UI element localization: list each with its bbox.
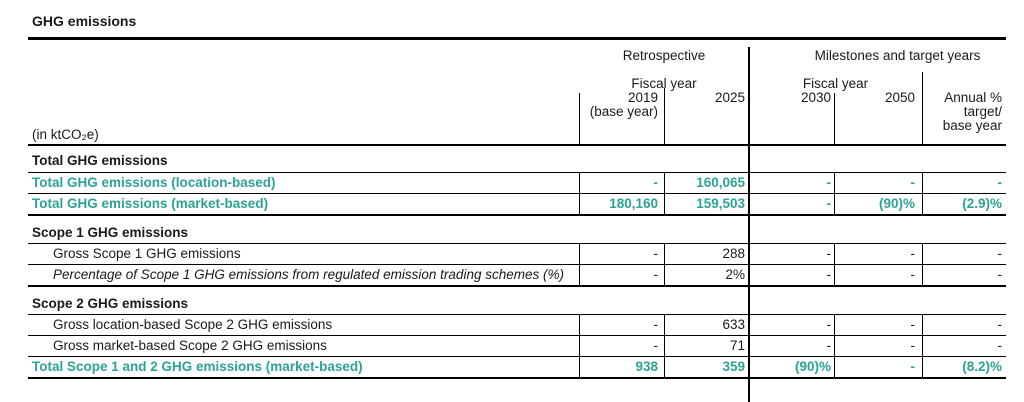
cell-2019: - [579, 244, 664, 264]
cell-2025: 633 [664, 315, 749, 335]
table-row-scope1-ets-percentage: Percentage of Scope 1 GHG emissions from… [28, 265, 1006, 287]
page-title: GHG emissions [32, 13, 137, 29]
cell-annual-target: - [922, 244, 1006, 264]
section-header-total-ghg: Total GHG emissions [28, 146, 1006, 173]
column-header-2025: 2025 [714, 90, 745, 105]
row-label: Total GHG emissions (location-based) [32, 175, 276, 190]
row-label: Total GHG emissions (market-based) [32, 196, 269, 211]
retrospective-milestones-divider [748, 47, 750, 402]
header-rule-2019-2025 [664, 88, 665, 144]
annual-target-line1: Annual % [944, 90, 1002, 105]
column-header-annual-target: Annual % target/ base year [922, 91, 1006, 133]
column-group-milestones: Milestones and target years [814, 48, 981, 63]
table-row-total-scope1-2-market: Total Scope 1 and 2 GHG emissions (marke… [28, 357, 1006, 379]
cell-2030: - [826, 246, 832, 261]
cell-2019: - [579, 336, 664, 356]
row-label: Gross location-based Scope 2 GHG emissio… [53, 317, 333, 332]
annual-target-line3: base year [942, 118, 1002, 133]
table-header: Retrospective Milestones and target year… [28, 40, 1006, 146]
ghg-emissions-table: Retrospective Milestones and target year… [28, 37, 1006, 402]
column-group-retrospective: Retrospective [622, 48, 706, 63]
header-rule-2019-left [579, 93, 580, 144]
cell-2025: 159,503 [664, 194, 749, 214]
cell-2019: - [579, 173, 664, 193]
cell-annual-target: - [922, 265, 1006, 285]
table-row-total-market-based: Total GHG emissions (market-based) 180,1… [28, 194, 1006, 216]
cell-2050: - [834, 265, 922, 285]
cell-2050: - [834, 173, 922, 193]
header-rule-2030-2050 [834, 93, 835, 144]
column-header-2050: 2050 [884, 90, 915, 105]
cell-2030: - [826, 267, 832, 282]
column-header-2019-baseyear: (base year) [589, 104, 658, 119]
row-label: Gross market-based Scope 2 GHG emissions [53, 338, 327, 353]
cell-2019: 938 [579, 357, 664, 377]
annual-target-line2: target/ [963, 104, 1002, 119]
cell-2019: - [579, 315, 664, 335]
table-row-gross-location-scope2: Gross location-based Scope 2 GHG emissio… [28, 315, 1006, 336]
fiscal-year-label-right: Fiscal year [802, 76, 869, 91]
cell-2030: - [826, 175, 832, 190]
table-row-total-location-based: Total GHG emissions (location-based) - 1… [28, 173, 1006, 194]
cell-annual-target: (2.9)% [922, 194, 1006, 214]
cell-2030: - [826, 338, 832, 353]
cell-annual-target: - [922, 173, 1006, 193]
cell-2025: 160,065 [664, 173, 749, 193]
cell-2025: 359 [664, 357, 749, 377]
cell-2050: - [834, 357, 922, 377]
fiscal-year-label-left: Fiscal year [631, 76, 697, 91]
cell-annual-target: - [922, 336, 1006, 356]
row-label: Total Scope 1 and 2 GHG emissions (marke… [32, 359, 363, 374]
cell-2019: 180,160 [579, 194, 664, 214]
section-header-scope1: Scope 1 GHG emissions [28, 225, 1006, 244]
cell-2030: - [826, 317, 832, 332]
cell-2030: (90)% [794, 359, 831, 374]
cell-2025: 71 [664, 336, 749, 356]
table-row-gross-market-scope2: Gross market-based Scope 2 GHG emissions… [28, 336, 1006, 357]
row-label: Percentage of Scope 1 GHG emissions from… [53, 267, 564, 282]
header-rule-2050-annual [922, 72, 923, 144]
cell-2025: 2% [664, 265, 749, 285]
section-header-scope2: Scope 2 GHG emissions [28, 296, 1006, 315]
column-header-2019: 2019 (base year) [579, 91, 664, 119]
column-header-2019-year: 2019 [627, 90, 658, 105]
cell-2050: - [834, 244, 922, 264]
cell-2050: (90)% [834, 194, 922, 214]
cell-2030: - [826, 196, 832, 211]
column-header-2030: 2030 [800, 90, 831, 105]
cell-annual-target: (8.2)% [922, 357, 1006, 377]
row-label: Gross Scope 1 GHG emissions [53, 246, 241, 261]
table-row-gross-scope1: Gross Scope 1 GHG emissions - 288 - - - [28, 244, 1006, 265]
cell-annual-target: - [922, 315, 1006, 335]
cell-2050: - [834, 336, 922, 356]
cell-2050: - [834, 315, 922, 335]
unit-label: (in ktCO₂e) [32, 127, 99, 142]
cell-2025: 288 [664, 244, 749, 264]
cell-2019: - [579, 265, 664, 285]
